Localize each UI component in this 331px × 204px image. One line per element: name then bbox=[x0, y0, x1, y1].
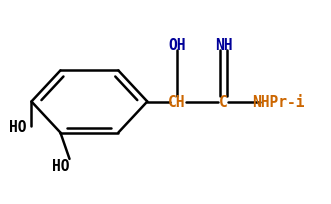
Text: C: C bbox=[219, 94, 228, 110]
Text: HO: HO bbox=[53, 158, 70, 173]
Text: NHPr-i: NHPr-i bbox=[252, 94, 304, 110]
Text: OH: OH bbox=[168, 37, 186, 52]
Text: NH: NH bbox=[215, 37, 232, 52]
Text: CH: CH bbox=[168, 94, 186, 110]
Text: HO: HO bbox=[10, 119, 27, 134]
